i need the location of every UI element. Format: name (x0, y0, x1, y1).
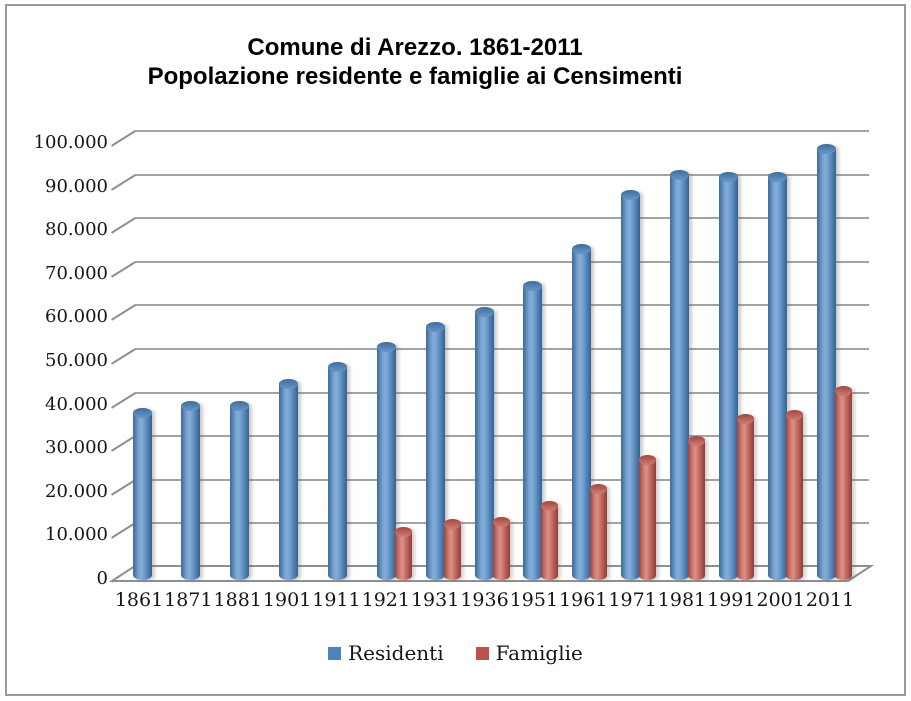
y-tick-label: 60.000 (45, 306, 108, 328)
x-tick-label-1971: 1971 (608, 589, 657, 611)
chart-title: Comune di Arezzo. 1861-2011 Popolazione … (0, 33, 830, 91)
x-tick-label-1991: 1991 (707, 589, 756, 611)
x-tick-label-1861: 1861 (114, 589, 164, 611)
y-tick-label: 30.000 (45, 437, 108, 459)
bar-residenti-1931 (425, 322, 445, 580)
chart-title-line2: Popolazione residente e famiglie ai Cens… (147, 63, 683, 90)
gridline-80.000 (135, 217, 869, 220)
bar-residenti-1981 (669, 169, 689, 580)
bar-residenti-1871 (181, 400, 201, 580)
legend-swatch-residenti (328, 646, 342, 660)
bar-residenti-1936 (474, 307, 494, 580)
x-tick-label-1951: 1951 (509, 589, 559, 611)
y-tick-label: 70.000 (45, 262, 108, 284)
bar-famiglie-1951 (541, 501, 559, 580)
y-tick-label: 50.000 (45, 350, 108, 371)
y-tick-label: 80.000 (45, 219, 108, 241)
x-tick-label-2011: 2011 (805, 589, 855, 611)
y-tick-label: 0 (96, 568, 108, 589)
x-tick-label-2001: 2001 (756, 589, 805, 611)
x-tick-label-1961: 1961 (559, 589, 608, 611)
x-tick-label-1881: 1881 (213, 589, 262, 611)
gridline-30.000 (135, 435, 869, 438)
chart-title-line1: Comune di Arezzo. 1861-2011 (247, 34, 583, 61)
bar-famiglie-1981 (687, 435, 705, 580)
bar-famiglie-1971 (639, 455, 657, 580)
x-tick-label-1911: 1911 (312, 589, 361, 611)
legend: Residenti Famiglie (0, 641, 911, 665)
y-tick-label: 10.000 (45, 524, 108, 546)
x-tick-label-1981: 1981 (657, 589, 707, 611)
y-tick-label: 100.000 (33, 132, 108, 153)
x-tick-label-1901: 1901 (262, 589, 312, 611)
gridline-40.000 (135, 391, 869, 394)
legend-swatch-famiglie (475, 646, 489, 660)
bar-residenti-2001 (767, 172, 787, 580)
gridline-70.000 (135, 260, 869, 263)
x-tick-label-1871: 1871 (164, 589, 213, 611)
bar-famiglie-1931 (443, 518, 461, 580)
y-tick-label: 40.000 (45, 393, 108, 415)
bar-residenti-2011 (816, 143, 836, 580)
y-tick-label: 20.000 (45, 480, 108, 502)
x-tick-label-1931: 1931 (410, 589, 460, 611)
gridline-90.000 (135, 173, 869, 176)
gridline-60.000 (135, 304, 869, 307)
legend-label-famiglie: Famiglie (495, 641, 583, 665)
gridline-100.000 (135, 130, 869, 132)
x-tick-label-1921: 1921 (361, 589, 410, 611)
bar-residenti-1901 (279, 379, 299, 580)
bar-famiglie-1936 (492, 516, 510, 580)
gridline-50.000 (135, 348, 869, 350)
legend-item-famiglie: Famiglie (475, 641, 583, 665)
bar-residenti-1951 (523, 281, 543, 580)
x-tick-label-1936: 1936 (460, 589, 509, 611)
legend-item-residenti: Residenti (328, 641, 444, 665)
gridline-20.000 (135, 478, 869, 481)
bar-residenti-1991 (718, 172, 738, 580)
bar-famiglie-1921 (394, 527, 412, 580)
bar-famiglie-1961 (590, 483, 608, 580)
bar-residenti-1911 (327, 361, 347, 580)
y-tick-label: 90.000 (45, 175, 108, 197)
bar-residenti-1861 (132, 407, 152, 580)
bar-famiglie-2011 (834, 385, 852, 580)
bar-residenti-1961 (572, 244, 592, 580)
bar-residenti-1971 (621, 189, 641, 580)
bar-residenti-1881 (230, 400, 250, 580)
legend-label-residenti: Residenti (348, 641, 444, 665)
bar-residenti-1921 (376, 342, 396, 580)
bar-famiglie-1991 (736, 414, 754, 580)
bar-famiglie-2001 (785, 409, 803, 580)
